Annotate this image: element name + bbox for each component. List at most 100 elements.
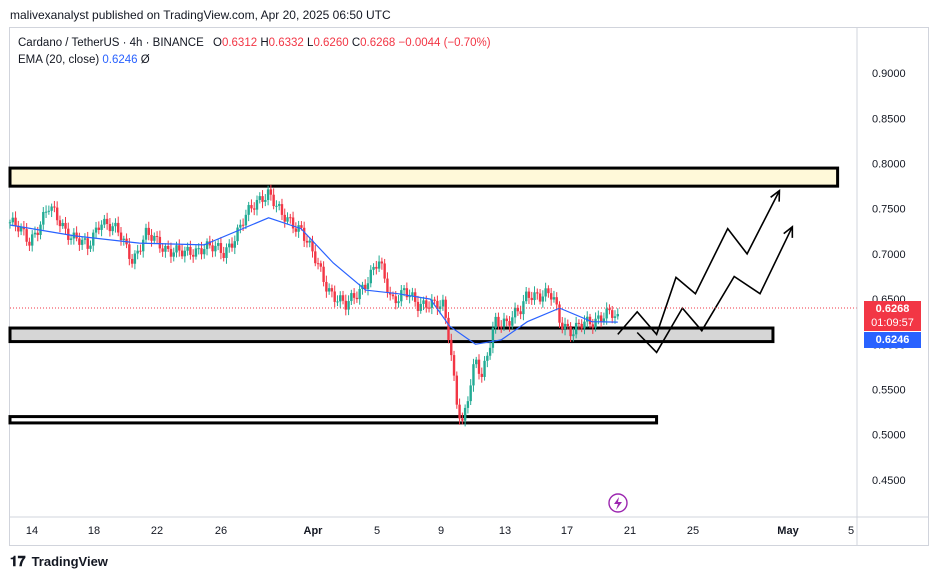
candle-body <box>225 247 228 258</box>
candle-body <box>574 322 578 335</box>
candle-body <box>508 321 511 326</box>
candle-body <box>527 291 531 298</box>
candle-body <box>144 227 148 240</box>
candle-body <box>183 250 187 257</box>
candle-body <box>422 300 425 304</box>
candle-body <box>444 299 447 318</box>
candle-body <box>250 205 253 209</box>
candle-body <box>416 301 420 311</box>
projection-arrowhead <box>770 189 781 202</box>
candle-body <box>516 307 520 312</box>
y-tick-label: 0.8000 <box>872 159 906 171</box>
candle-body <box>389 292 392 295</box>
ema-visibility-icon[interactable]: Ø <box>140 54 150 66</box>
change-value: −0.0044 (−0.70%) <box>398 37 491 49</box>
candle-body <box>294 228 298 232</box>
y-tick-label: 0.7500 <box>872 204 906 216</box>
candle-body <box>14 217 17 226</box>
candle-body <box>283 214 286 222</box>
candle-body <box>486 355 489 361</box>
candle-body <box>31 234 34 246</box>
candle-body <box>519 311 522 315</box>
candle-body <box>547 288 550 294</box>
candle-body <box>369 269 372 284</box>
ema-price-value: 0.6246 <box>875 334 910 346</box>
candle-body <box>305 240 309 243</box>
candle-body <box>128 244 131 259</box>
projection-path <box>636 226 794 354</box>
candle-body <box>17 225 20 232</box>
candle-body <box>36 232 39 235</box>
candle-body <box>247 205 250 215</box>
candle-body <box>452 355 456 376</box>
tradingview-logo-icon: 𝟏𝟕 <box>10 553 26 569</box>
close-value: 0.6268 <box>360 37 396 49</box>
y-tick-label: 0.4500 <box>872 475 906 487</box>
candle-body <box>69 238 73 240</box>
x-tick-label: 5 <box>848 525 854 537</box>
candle-body <box>297 225 300 232</box>
candle-body <box>147 227 150 235</box>
candle-body <box>447 317 450 340</box>
candle-body <box>300 225 303 228</box>
candle-body <box>552 297 556 300</box>
candle-body <box>25 229 28 242</box>
candle-body <box>153 235 156 241</box>
x-tick-label: 14 <box>26 525 38 537</box>
candle-body <box>255 199 259 210</box>
candle-body <box>136 250 139 254</box>
x-tick-label: 18 <box>88 525 100 537</box>
candle-body <box>100 224 103 230</box>
candle-body <box>275 205 278 207</box>
candle-body <box>311 240 314 252</box>
candle-body <box>405 288 409 298</box>
candle-body <box>42 211 45 225</box>
candle-body <box>264 199 267 202</box>
lightning-icon[interactable] <box>608 493 628 513</box>
ema-value: 0.6246 <box>102 54 138 66</box>
candle-body <box>83 238 87 240</box>
candle-body <box>613 316 617 318</box>
chart-legend: Cardano / TetherUS · 4h · BINANCE O0.631… <box>18 35 491 69</box>
candle-body <box>524 291 528 302</box>
candle-body <box>103 218 106 225</box>
y-tick-label: 0.8500 <box>872 113 906 125</box>
candle-body <box>555 297 558 305</box>
candle-body <box>427 307 431 309</box>
candle-body <box>397 301 400 304</box>
candle-body <box>80 239 84 245</box>
candle-body <box>366 283 370 290</box>
candle-body <box>511 317 514 326</box>
candle-body <box>111 226 114 232</box>
candle-body <box>597 315 600 319</box>
ema-label[interactable]: EMA (20, close) <box>18 54 100 66</box>
candle-body <box>194 248 198 257</box>
candle-body <box>566 323 570 327</box>
candle-body <box>477 359 481 374</box>
publisher-line: malivexanalyst published on TradingView.… <box>10 8 391 22</box>
candle-body <box>350 293 353 302</box>
tradingview-logo[interactable]: 𝟏𝟕 TradingView <box>10 553 108 570</box>
candle-body <box>130 258 134 264</box>
candle-body <box>455 375 459 405</box>
candle-body <box>139 250 142 252</box>
candle-body <box>19 226 23 232</box>
candle-body <box>430 299 434 308</box>
symbol-title[interactable]: Cardano / TetherUS · 4h · BINANCE <box>18 37 204 49</box>
candle-body <box>436 300 439 310</box>
candle-body <box>419 303 422 311</box>
candle-body <box>558 304 561 323</box>
candle-body <box>172 252 175 257</box>
candle-body <box>472 364 475 386</box>
projection-path <box>617 190 781 336</box>
candle-body <box>358 289 361 300</box>
candle-body <box>583 321 586 329</box>
candle-body <box>599 315 603 322</box>
candle-body <box>302 227 306 241</box>
chart-frame[interactable] <box>9 27 929 546</box>
x-tick-label: May <box>777 525 799 537</box>
candle-body <box>166 245 170 249</box>
candle-body <box>364 284 367 290</box>
candle-body <box>327 288 331 292</box>
